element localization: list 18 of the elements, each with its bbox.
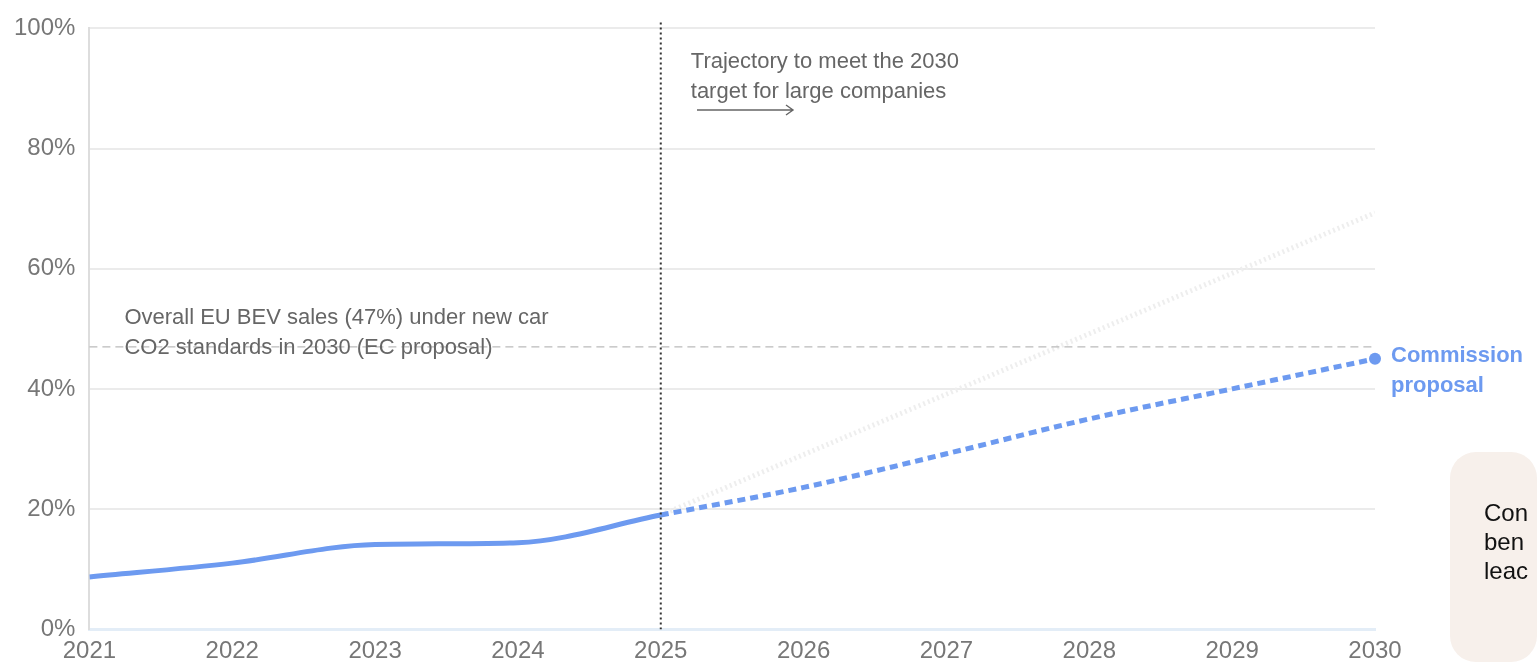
y-tick-label: 100%	[13, 13, 76, 41]
x-tick-label: 2024	[491, 636, 545, 664]
x-tick-label: 2028	[1062, 636, 1116, 664]
y-tick-label: 80%	[27, 133, 76, 161]
x-tick-label: 2025	[634, 636, 688, 664]
text: Con ben leac	[1450, 452, 1537, 662]
y-tick-label: 20%	[27, 493, 76, 521]
ref-line-label: Trajectory to meet the 2030 target for large companies	[690, 48, 959, 104]
x-tick-label: 2026	[776, 636, 831, 664]
x-tick-label: 2023	[348, 636, 402, 664]
x-tick-label: 2030	[1348, 636, 1402, 664]
y-tick-label: 40%	[27, 373, 76, 401]
ref-line-label: Overall EU BEV sales (47%) under new car CO2 standards in 2030 (EC proposal)	[124, 303, 549, 359]
y-tick-label: 60%	[27, 253, 76, 281]
x-tick-label: 2029	[1205, 636, 1259, 664]
x-tick-label: 2027	[919, 636, 974, 664]
x-tick-label: 2022	[205, 636, 259, 664]
series-label: Commission proposal	[1391, 341, 1524, 397]
